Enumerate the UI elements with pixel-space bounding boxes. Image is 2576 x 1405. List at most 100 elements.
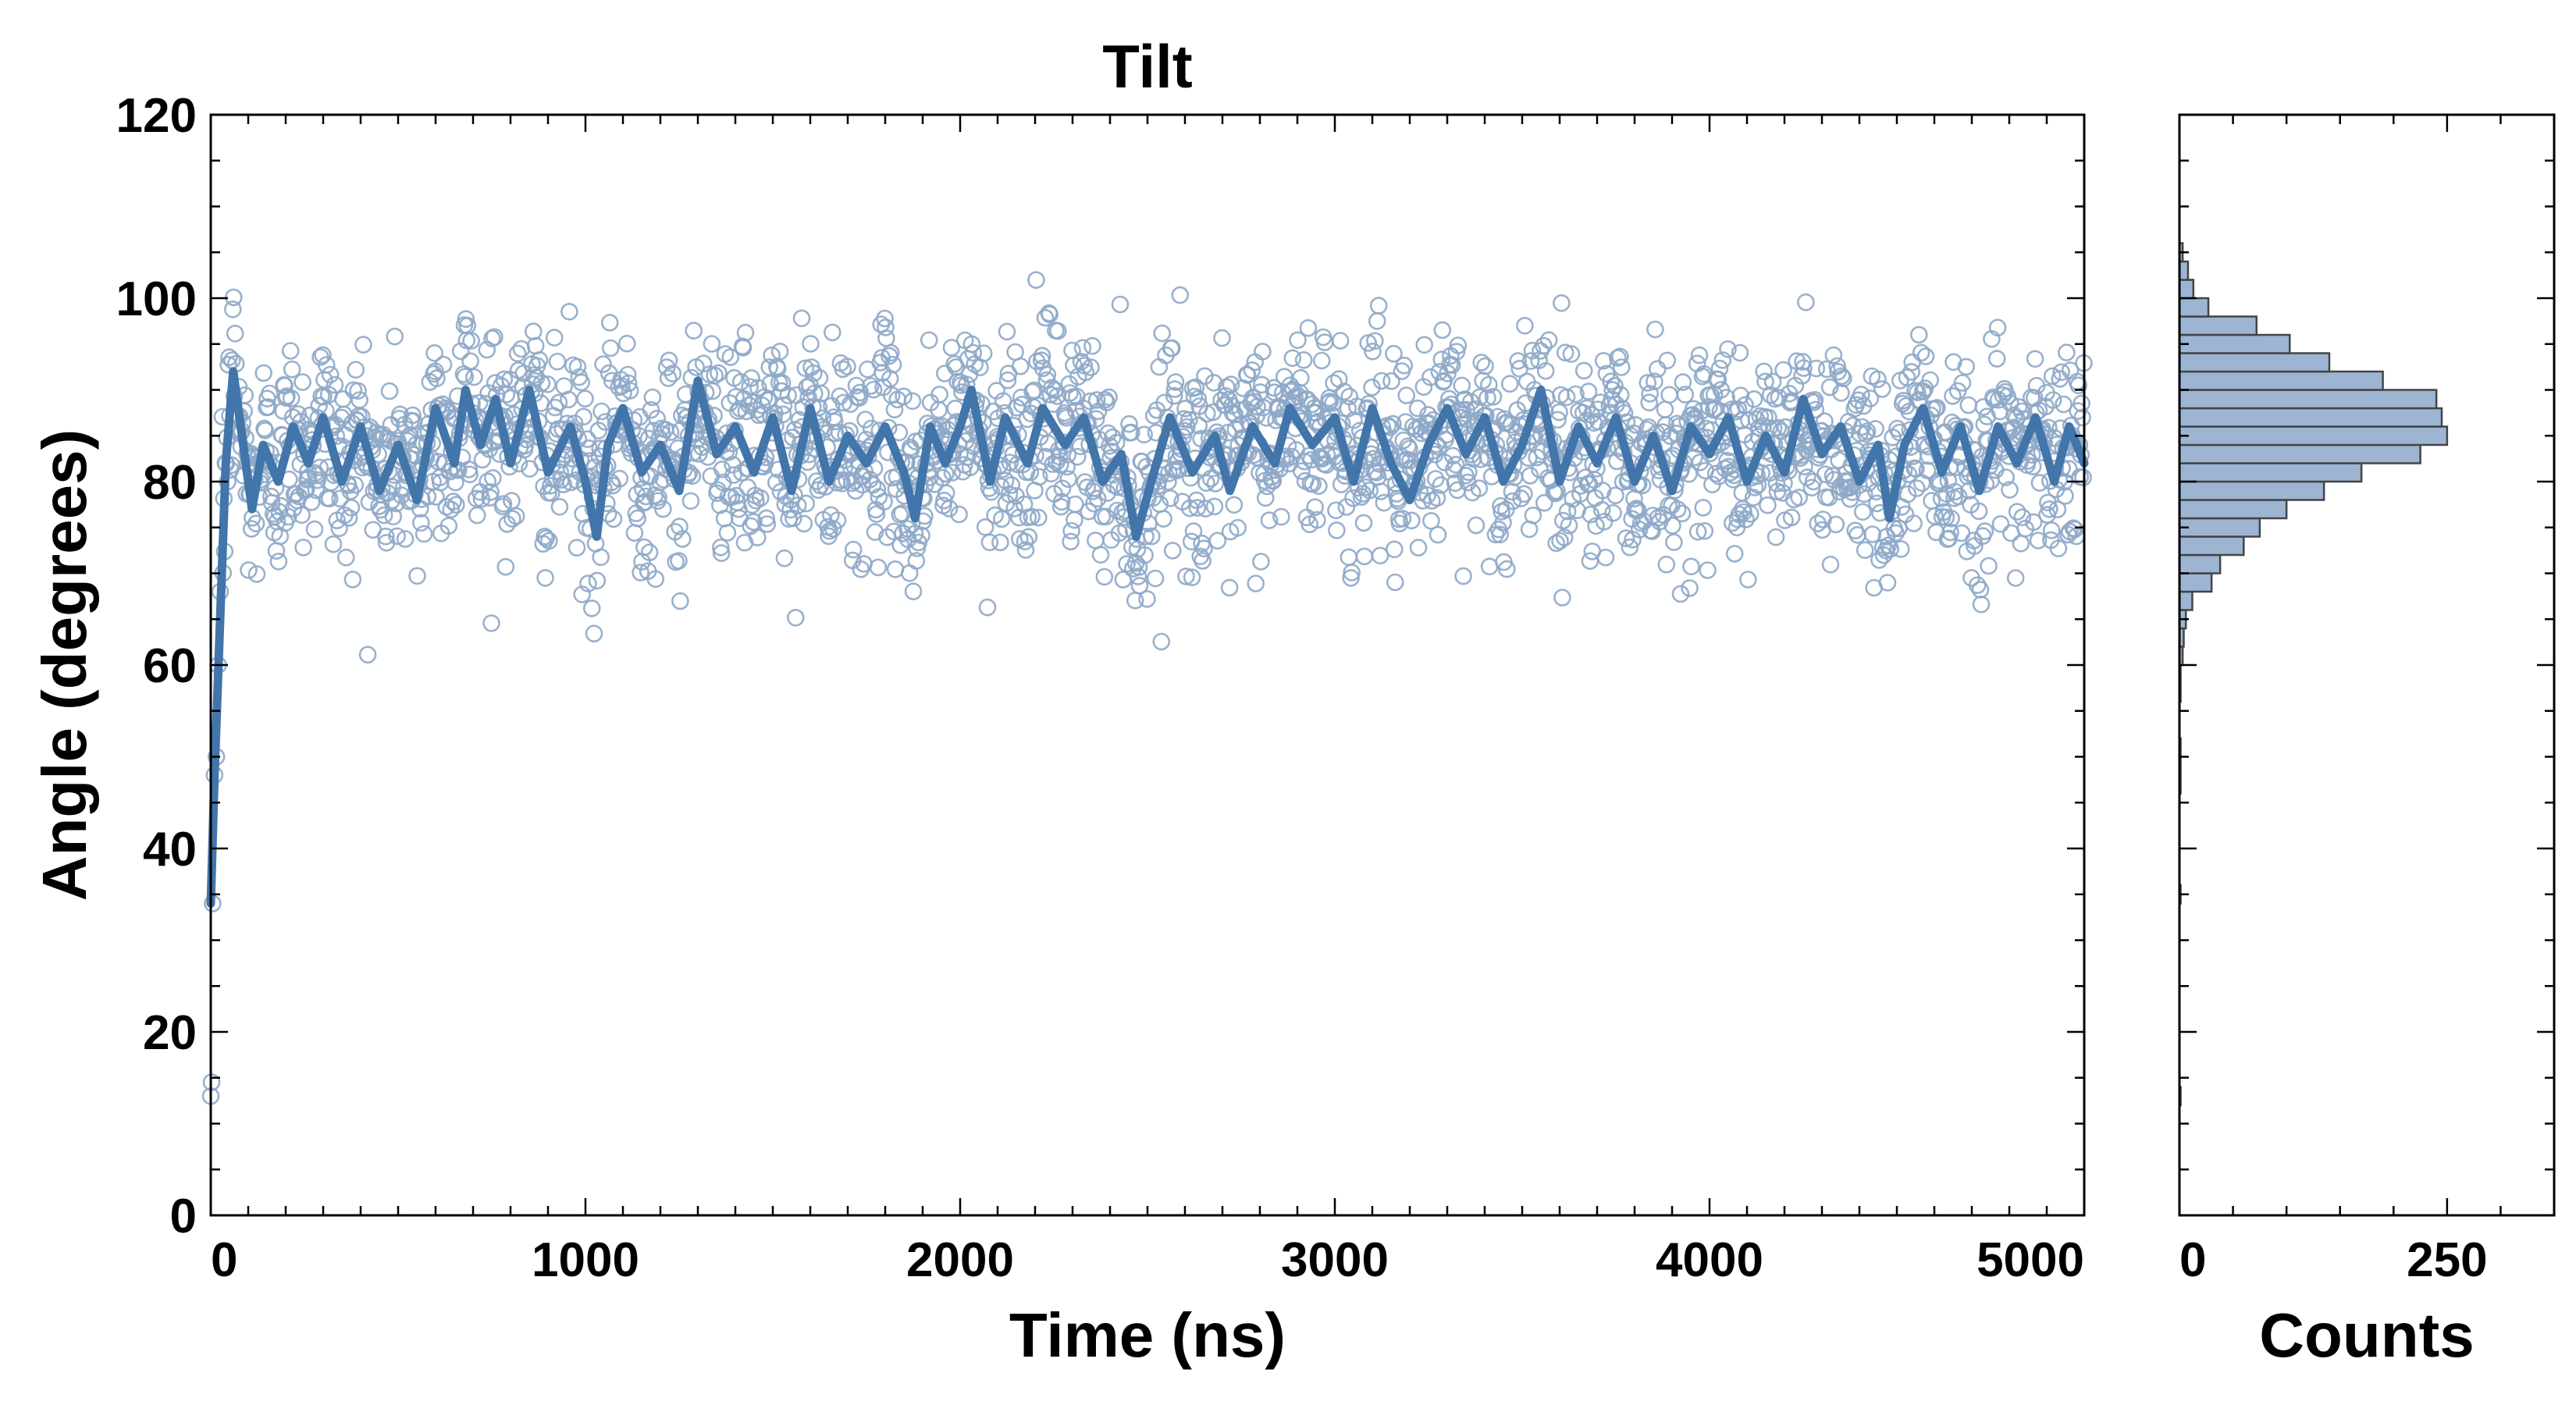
scatter-point bbox=[496, 557, 515, 576]
scatter-point bbox=[1524, 506, 1542, 525]
scatter-point bbox=[1471, 450, 1489, 468]
scatter-point bbox=[1863, 525, 1882, 543]
scatter-point bbox=[1467, 516, 1485, 535]
scatter-point bbox=[930, 386, 948, 404]
scatter-point bbox=[2030, 474, 2049, 492]
scatter-point bbox=[1308, 510, 1326, 529]
scatter-point bbox=[1428, 489, 1446, 507]
time-series-panel: Tilt 0 1000 2000 3000 4000 5000 0 20 40 60 80 100 12… bbox=[30, 32, 2093, 1370]
scatter-point bbox=[1521, 467, 1539, 485]
scatter-point bbox=[1763, 372, 1782, 391]
histogram-x-axis-label: Counts bbox=[2259, 1300, 2475, 1370]
scatter-point bbox=[779, 386, 798, 404]
scatter-point bbox=[2008, 503, 2026, 521]
scatter-point bbox=[1443, 446, 1462, 465]
scatter-point bbox=[1188, 499, 1207, 517]
scatter-point bbox=[1912, 343, 1930, 362]
scatter-point bbox=[1848, 525, 1866, 544]
scatter-point bbox=[617, 334, 636, 353]
scatter-point bbox=[1596, 548, 1615, 567]
scatter-point bbox=[670, 552, 688, 570]
scatter-point bbox=[1306, 498, 1324, 517]
scatter-point bbox=[1044, 395, 1062, 414]
scatter-point bbox=[646, 570, 665, 589]
scatter-point bbox=[894, 524, 912, 542]
scatter-point bbox=[482, 483, 500, 501]
scatter-point bbox=[1130, 576, 1149, 595]
scatter-point bbox=[1155, 510, 1172, 528]
scatter-point bbox=[920, 331, 938, 350]
scatter-point bbox=[721, 348, 740, 366]
scatter-point bbox=[1968, 576, 1987, 595]
scatter-point bbox=[1790, 489, 1808, 507]
scatter-point bbox=[1012, 357, 1030, 375]
histogram-bar bbox=[2178, 425, 2449, 446]
scatter-point bbox=[631, 407, 649, 426]
histogram-axis-ticks: 0 250 bbox=[2178, 113, 2556, 1287]
scatter-point bbox=[582, 599, 601, 617]
scatter-point bbox=[283, 360, 301, 379]
scatter-point bbox=[447, 496, 465, 514]
scatter-point bbox=[1223, 404, 1242, 422]
scatter-point bbox=[884, 522, 903, 541]
scatter-point bbox=[1774, 361, 1792, 379]
scatter-point bbox=[1397, 386, 1415, 404]
scatter-point bbox=[1602, 372, 1621, 391]
scatter-point bbox=[1737, 510, 1755, 528]
scatter-point bbox=[1941, 523, 1959, 542]
scatter-point bbox=[1856, 541, 1874, 560]
scatter-point bbox=[1855, 485, 1873, 503]
scatter-point bbox=[1177, 567, 1195, 585]
scatter-point bbox=[1988, 318, 2007, 337]
scatter-point bbox=[1283, 349, 1302, 368]
hist-x-tick-label: 250 bbox=[2407, 1233, 2487, 1287]
scatter-point bbox=[1325, 374, 1343, 393]
scatter-point bbox=[1782, 508, 1801, 527]
scatter-point bbox=[1627, 416, 1645, 434]
scatter-point bbox=[568, 539, 586, 557]
scatter-point bbox=[1646, 372, 1663, 391]
scatter-point bbox=[1016, 532, 1034, 551]
scatter-point bbox=[1390, 514, 1409, 532]
scatter-point bbox=[2029, 532, 2048, 550]
scatter-point bbox=[1969, 502, 1988, 521]
scatter-point bbox=[1146, 569, 1165, 588]
scatter-point bbox=[1058, 457, 1076, 476]
scatter-point bbox=[1091, 546, 1110, 564]
scatter-point bbox=[885, 400, 904, 419]
scatter-point bbox=[1166, 373, 1185, 391]
scatter-point bbox=[1189, 389, 1208, 408]
scatter-point bbox=[1030, 468, 1048, 486]
scatter-point bbox=[1516, 316, 1534, 335]
scatter-point bbox=[1197, 500, 1215, 518]
scatter-point bbox=[336, 548, 355, 567]
scatter-point bbox=[1083, 336, 1101, 355]
scatter-point bbox=[1372, 372, 1391, 390]
scatter-point bbox=[1717, 389, 1735, 407]
scatter-point bbox=[535, 527, 554, 546]
scatter-point bbox=[1343, 564, 1361, 582]
scatter-point bbox=[539, 375, 557, 393]
scatter-point bbox=[1196, 367, 1214, 386]
histogram-bar bbox=[2178, 370, 2384, 391]
scatter-point bbox=[1827, 515, 1845, 534]
scatter-point bbox=[1053, 479, 1072, 498]
scatter-point bbox=[380, 382, 399, 400]
scatter-point bbox=[1673, 504, 1692, 523]
scatter-point bbox=[1129, 567, 1147, 585]
scatter-point bbox=[465, 368, 483, 386]
scatter-point bbox=[1663, 517, 1681, 535]
scatter-point bbox=[1393, 510, 1412, 528]
scatter-point bbox=[1104, 428, 1122, 446]
scatter-point bbox=[1769, 418, 1788, 437]
scatter-point bbox=[1257, 408, 1276, 427]
scatter-point bbox=[1328, 521, 1346, 539]
scatter-point bbox=[526, 336, 545, 355]
scatter-point bbox=[1253, 375, 1271, 394]
scatter-point bbox=[461, 465, 479, 484]
scatter-point bbox=[1386, 573, 1404, 592]
scatter-point bbox=[993, 510, 1011, 528]
scatter-point bbox=[1587, 517, 1605, 535]
scatter-point bbox=[619, 374, 638, 393]
